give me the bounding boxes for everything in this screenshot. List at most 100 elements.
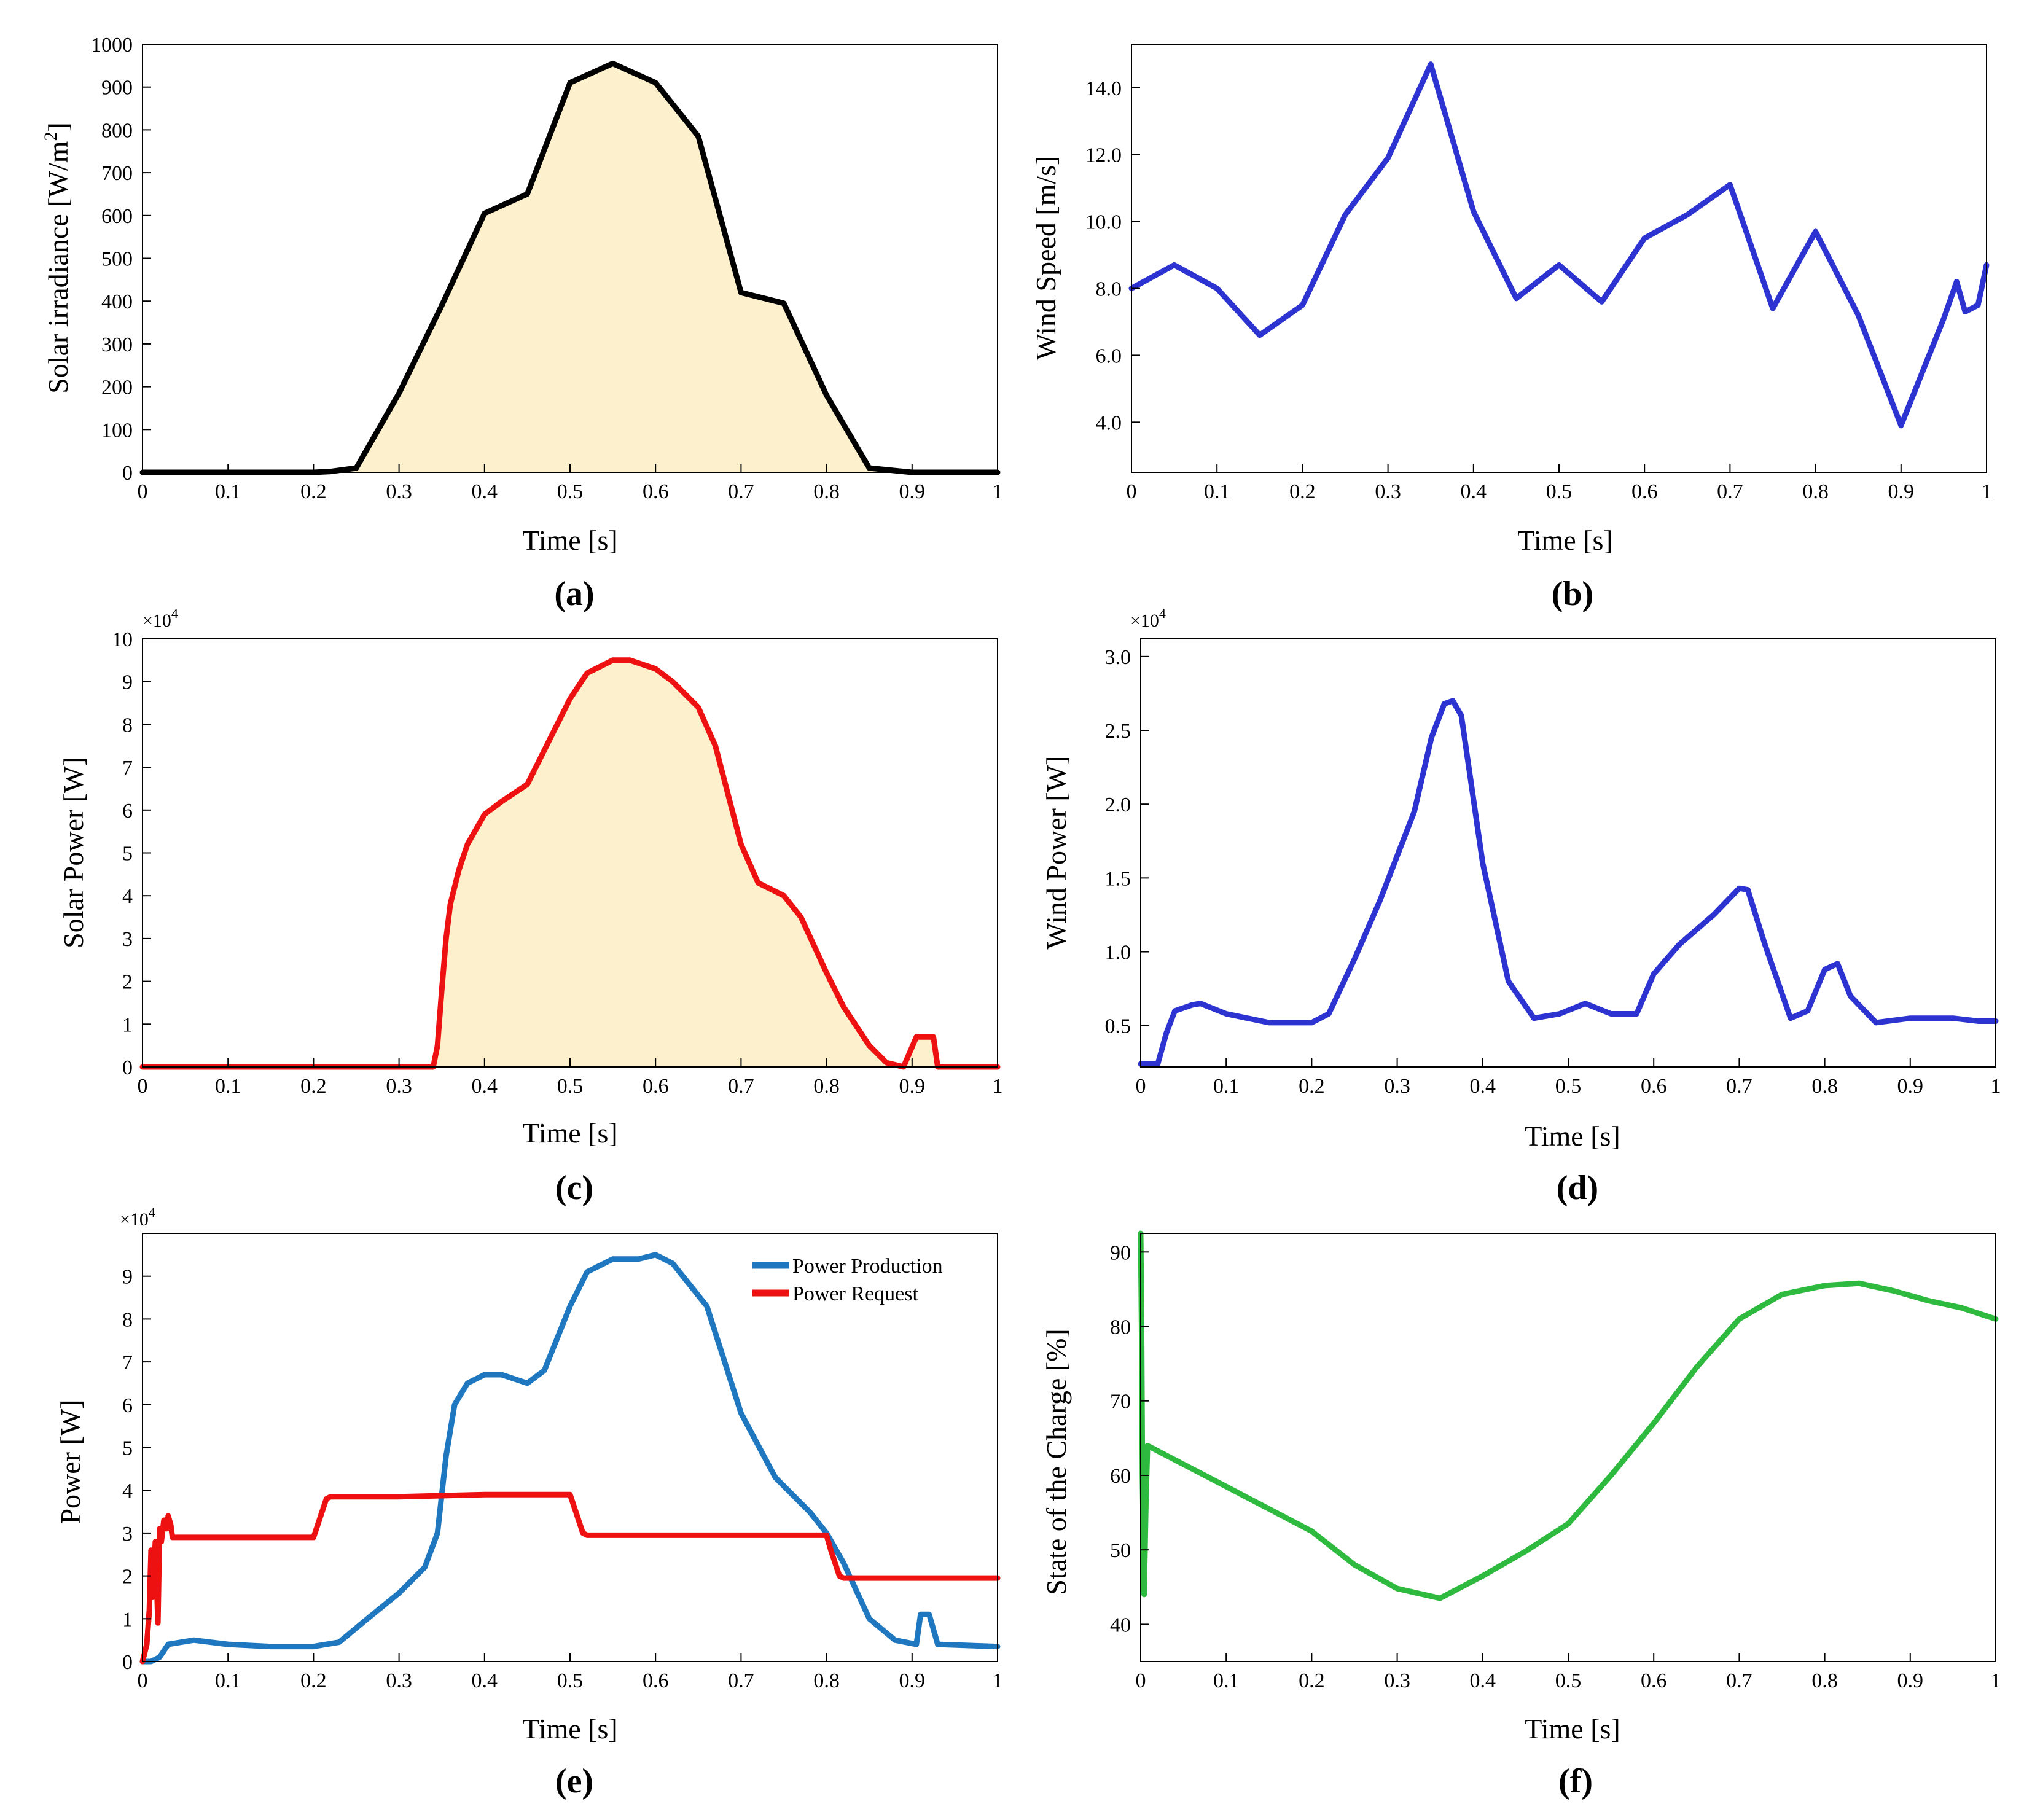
panel-d-x-tick-label: 0.4 bbox=[1470, 1075, 1496, 1098]
panel-f-y-tick-label: 80 bbox=[1110, 1316, 1131, 1339]
panel-a-y-ticks: 0 100 200 300 400 500 600 700 800 900 1000 bbox=[91, 34, 151, 485]
panel-d-x-tick-label: 1 bbox=[1991, 1075, 2001, 1098]
panel-d-x-tick-label: 0.5 bbox=[1555, 1075, 1582, 1098]
panel-c-multiplier: ×104 bbox=[143, 606, 178, 631]
panel-d-y-tick-label: 1.0 bbox=[1105, 942, 1131, 964]
panel-c-plot-area bbox=[139, 657, 1001, 1070]
panel-f-x-tick-label: 0.9 bbox=[1897, 1670, 1924, 1692]
panel-d-y-tick-label: 0.5 bbox=[1105, 1015, 1131, 1038]
panel-e-y-tick-label: 7 bbox=[122, 1351, 133, 1374]
panel-a-y-tick-label: 600 bbox=[101, 205, 133, 228]
panel-c-x-axis-label: Time [s] bbox=[522, 1117, 618, 1149]
panel-f-plot-area bbox=[1138, 1230, 1999, 1601]
panel-a-caption: (a) bbox=[554, 575, 594, 613]
panel-e-x-tick-label: 0.5 bbox=[557, 1670, 584, 1692]
panel-a-solar-irradiance-line bbox=[139, 60, 1001, 475]
panel-e-power-balance: 0 0.1 0.2 0.3 0.4 0.5 0.6 0.7 0.8 0.9 1 0 1 2 3 4 5 6 7 8 9… bbox=[55, 1205, 1003, 1800]
panel-f-x-axis-label: Time [s] bbox=[1525, 1713, 1620, 1744]
panel-e-y-tick-label: 4 bbox=[122, 1480, 133, 1502]
panel-e-y-tick-label: 6 bbox=[122, 1394, 133, 1417]
panel-a-x-tick-label: 0.6 bbox=[643, 480, 669, 503]
panel-c-solar-power-line bbox=[139, 657, 1001, 1070]
panel-a-y-tick-label: 500 bbox=[101, 248, 133, 271]
panel-c-x-tick-label: 0.6 bbox=[643, 1075, 669, 1098]
panel-e-y-tick-label: 0 bbox=[122, 1651, 133, 1674]
panel-a-y-tick-label: 1000 bbox=[91, 34, 133, 57]
panel-f-y-ticks: 40 50 60 70 80 90 bbox=[1110, 1241, 1149, 1636]
panel-d-y-tick-label: 2.5 bbox=[1105, 720, 1131, 743]
panel-b-caption: (b) bbox=[1552, 575, 1593, 613]
panel-e-legend: Power Production Power Request bbox=[752, 1255, 943, 1305]
panel-b-wind-speed: 0 0.1 0.2 0.3 0.4 0.5 0.6 0.7 0.8 0.9 1 4.0 6.0 8.0 1… bbox=[1030, 44, 1992, 613]
panel-b-x-tick-label: 0.4 bbox=[1461, 480, 1487, 503]
panel-b-x-tick-label: 0.9 bbox=[1888, 480, 1915, 503]
panel-c-y-tick-label: 8 bbox=[122, 714, 133, 736]
panel-d-x-tick-label: 0.3 bbox=[1384, 1075, 1410, 1098]
panel-c-y-tick-label: 2 bbox=[122, 971, 133, 994]
panel-b-y-tick-label: 6.0 bbox=[1096, 345, 1122, 367]
panel-a-solar-irradiance-area bbox=[143, 63, 998, 473]
panel-a-x-tick-label: 0.4 bbox=[472, 480, 498, 503]
panel-b-x-tick-label: 0.6 bbox=[1631, 480, 1658, 503]
panel-e-x-tick-label: 0.7 bbox=[728, 1670, 754, 1692]
panel-d-plot-area bbox=[1138, 698, 1999, 1067]
panel-f-x-tick-label: 0.3 bbox=[1384, 1670, 1410, 1692]
panel-f-frame bbox=[1140, 1233, 1996, 1662]
panel-a-y-tick-label: 300 bbox=[101, 334, 133, 356]
panel-b-y-tick-label: 10.0 bbox=[1085, 211, 1122, 234]
panel-c-x-tick-label: 0.3 bbox=[386, 1075, 412, 1098]
panel-d-x-ticks: 0 0.1 0.2 0.3 0.4 0.5 0.6 0.7 0.8 0.9 1 bbox=[1136, 1058, 2001, 1098]
panel-d-y-tick-label: 2.0 bbox=[1105, 794, 1131, 816]
panel-f-y-tick-label: 70 bbox=[1110, 1391, 1131, 1413]
panel-c-x-tick-label: 1 bbox=[993, 1075, 1003, 1098]
panel-f-x-ticks: 0 0.1 0.2 0.3 0.4 0.5 0.6 0.7 0.8 0.9 1 bbox=[1136, 1653, 2001, 1692]
panel-c-y-ticks: 0 1 2 3 4 5 6 7 8 9 10 bbox=[112, 628, 151, 1079]
panel-c-x-tick-label: 0.2 bbox=[300, 1075, 327, 1098]
panel-e-x-axis-label: Time [s] bbox=[522, 1713, 618, 1744]
panel-f-y-tick-label: 50 bbox=[1110, 1539, 1131, 1562]
panel-f-x-tick-label: 0 bbox=[1136, 1670, 1146, 1692]
panel-a-y-axis-label: Solar irradiance [W/m2] bbox=[41, 122, 74, 394]
panel-f-state-of-charge: 0 0.1 0.2 0.3 0.4 0.5 0.6 0.7 0.8 0.9 1 40 50 60 70 80… bbox=[1041, 1230, 2001, 1800]
panel-f-state-of-the-charge-line bbox=[1138, 1230, 1999, 1601]
panel-e-y-axis-label: Power [W] bbox=[55, 1399, 86, 1524]
panel-a-x-tick-label: 0.5 bbox=[557, 480, 584, 503]
panel-b-y-ticks: 4.0 6.0 8.0 10.0 12.0 14.0 bbox=[1085, 77, 1140, 434]
legend-label-power-production: Power Production bbox=[792, 1255, 943, 1278]
panel-d-x-tick-label: 0.9 bbox=[1897, 1075, 1924, 1098]
panel-f-caption: (f) bbox=[1558, 1762, 1593, 1800]
panel-e-y-tick-label: 5 bbox=[122, 1437, 133, 1460]
panel-a-x-tick-label: 0.2 bbox=[300, 480, 327, 503]
panel-b-y-tick-label: 4.0 bbox=[1096, 412, 1122, 434]
panel-e-y-ticks: 0 1 2 3 4 5 6 7 8 9 bbox=[122, 1266, 151, 1674]
panel-e-x-tick-label: 1 bbox=[993, 1670, 1003, 1692]
panel-a-x-ticks: 0 0.1 0.2 0.3 0.4 0.5 0.6 0.7 0.8 0.9 1 bbox=[138, 464, 1003, 503]
panel-e-x-tick-label: 0.6 bbox=[643, 1670, 669, 1692]
legend-label-power-request: Power Request bbox=[792, 1283, 918, 1305]
panel-b-x-tick-label: 0.1 bbox=[1204, 480, 1230, 503]
panel-f-y-tick-label: 60 bbox=[1110, 1465, 1131, 1488]
panel-c-x-tick-label: 0.7 bbox=[728, 1075, 754, 1098]
panel-c-y-tick-label: 9 bbox=[122, 671, 133, 694]
panel-a-x-tick-label: 0 bbox=[138, 480, 148, 503]
panel-e-plot-area bbox=[139, 1252, 1001, 1665]
panel-c-y-tick-label: 0 bbox=[122, 1056, 133, 1079]
panel-e-y-tick-label: 3 bbox=[122, 1523, 133, 1545]
panel-a-y-axis-label-superscript: 2 bbox=[41, 132, 61, 141]
panel-c-x-tick-label: 0.1 bbox=[215, 1075, 241, 1098]
panel-d-x-tick-label: 0.1 bbox=[1213, 1075, 1240, 1098]
panel-d-x-tick-label: 0.7 bbox=[1726, 1075, 1752, 1098]
panel-c-x-ticks: 0 0.1 0.2 0.3 0.4 0.5 0.6 0.7 0.8 0.9 1 bbox=[138, 1058, 1003, 1098]
panel-d-y-tick-label: 3.0 bbox=[1105, 646, 1131, 669]
panel-c-y-tick-label: 6 bbox=[122, 800, 133, 822]
panel-d-caption: (d) bbox=[1557, 1169, 1598, 1207]
panel-a-y-tick-label: 100 bbox=[101, 419, 133, 442]
panel-e-x-tick-label: 0.3 bbox=[386, 1670, 412, 1692]
panel-d-y-axis-label: Wind Power [W] bbox=[1041, 756, 1072, 950]
panel-d-y-ticks: 0.5 1.0 1.5 2.0 2.5 3.0 bbox=[1105, 646, 1149, 1038]
panel-c-y-tick-label: 3 bbox=[122, 928, 133, 951]
panel-d-multiplier: ×104 bbox=[1130, 606, 1166, 631]
panel-a-y-tick-label: 800 bbox=[101, 119, 133, 142]
panel-f-x-tick-label: 0.6 bbox=[1641, 1670, 1667, 1692]
panel-e-x-tick-label: 0.8 bbox=[813, 1670, 840, 1692]
